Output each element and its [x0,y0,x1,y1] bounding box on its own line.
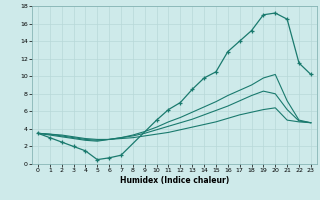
X-axis label: Humidex (Indice chaleur): Humidex (Indice chaleur) [120,176,229,185]
